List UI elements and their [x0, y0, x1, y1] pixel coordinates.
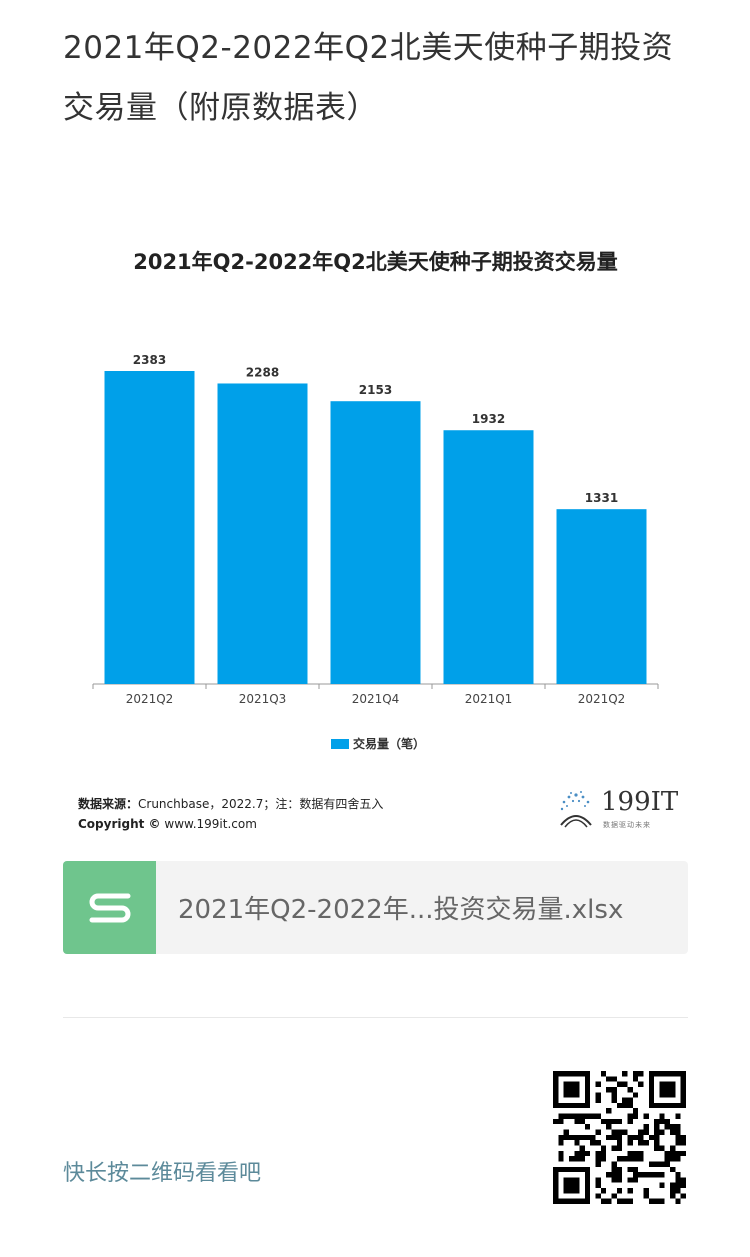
attachment-filename: 2021年Q2-2022年...投资交易量.xlsx: [178, 895, 624, 925]
x-tick-label: 2021Q1: [465, 692, 513, 706]
source-text: Crunchbase，2022.7；注：数据有四舍五入: [138, 797, 384, 811]
bar: [330, 401, 421, 684]
spreadsheet-s-icon: [63, 861, 156, 954]
logo-tagline: 数据驱动未来: [603, 821, 651, 829]
source-label: 数据来源：: [78, 797, 139, 811]
x-tick-label: 2021Q3: [239, 692, 287, 706]
bar: [217, 383, 308, 684]
x-tick-label: 2021Q2: [578, 692, 626, 706]
xlsx-attachment[interactable]: 2021年Q2-2022年...投资交易量.xlsx: [63, 861, 688, 954]
legend-swatch: [331, 738, 349, 749]
chart-title: 2021年Q2-2022年Q2北美天使种子期投资交易量: [133, 250, 618, 274]
data-label: 1331: [585, 491, 618, 505]
x-tick-label: 2021Q2: [126, 692, 174, 706]
source-note: 数据来源：Crunchbase，2022.7；注：数据有四舍五入 Copyrig…: [78, 794, 383, 834]
copyright-text: www.199it.com: [164, 817, 257, 831]
qr-code-icon[interactable]: [553, 1071, 686, 1204]
logo-text: 199IT: [601, 787, 679, 817]
chart-figure: 2021年Q2-2022年Q2北美天使种子期投资交易量 2383 2021Q2 22…: [63, 200, 688, 850]
bar: [104, 371, 195, 684]
dandelion-logo-icon: [560, 791, 592, 828]
legend-label: 交易量（笔）: [353, 737, 426, 751]
data-label: 1932: [472, 412, 505, 426]
data-label: 2383: [133, 353, 166, 367]
bar: [556, 509, 647, 684]
bar: [443, 430, 534, 684]
199it-logo: 199IT 数据驱动未来: [553, 785, 683, 835]
divider: [63, 1017, 688, 1018]
copyright-label: Copyright ©: [78, 817, 161, 831]
qr-hint: 快长按二维码看看吧: [63, 1161, 262, 1186]
bar-chart: 2383 2021Q2 2288 2021Q3 2153 2021Q4 1932 2021Q1…: [92, 353, 659, 706]
data-label: 2153: [359, 383, 392, 397]
x-tick-label: 2021Q4: [352, 692, 400, 706]
data-label: 2288: [246, 365, 279, 379]
article-title: 2021年Q2-2022年Q2北美天使种子期投资交易量（附原数据表）: [63, 30, 674, 126]
chart-legend: 交易量（笔）: [331, 735, 425, 752]
